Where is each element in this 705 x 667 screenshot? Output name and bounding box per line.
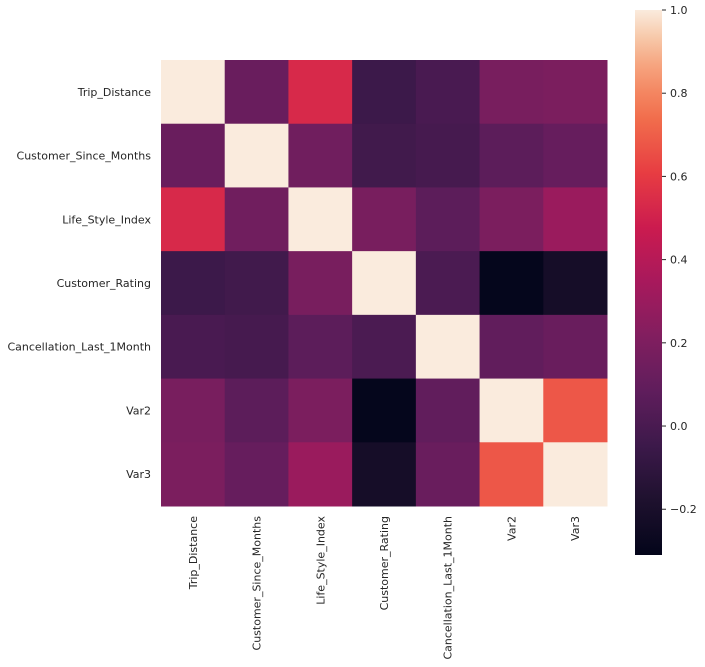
heatmap-cell-3-4 — [415, 251, 481, 316]
heatmap-cell-4-5 — [479, 314, 544, 380]
colorbar: −0.2 0.0 0.2 0.4 0.6 0.8 1.0 — [635, 4, 697, 555]
heatmap-cell-0-0 — [161, 60, 226, 125]
column-label: Life_Style_Index — [314, 516, 327, 605]
heatmap-cell-5-5 — [479, 378, 544, 443]
heatmap-cell-3-5 — [479, 251, 544, 316]
colorbar-tick-label: 0.0 — [670, 420, 688, 433]
heatmap-cell-4-2 — [288, 314, 353, 380]
heatmap-cell-6-0 — [161, 442, 226, 507]
row-labels: Trip_Distance Customer_Since_Months Life_S… — [7, 86, 151, 481]
row-label: Customer_Rating — [57, 277, 151, 290]
row-label: Var2 — [126, 404, 151, 417]
column-label: Var2 — [505, 516, 518, 541]
heatmap-cell-4-0 — [161, 314, 226, 380]
heatmap-cell-1-1 — [224, 123, 289, 188]
colorbar-tick-label: 0.8 — [670, 87, 688, 100]
heatmap-cell-0-6 — [543, 60, 608, 125]
heatmap-cell-4-3 — [352, 314, 417, 380]
heatmap-cell-3-2 — [288, 251, 353, 316]
heatmap-cell-1-6 — [543, 123, 608, 188]
heatmap-cell-2-6 — [543, 187, 608, 252]
column-label: Var3 — [569, 516, 582, 541]
colorbar-tick-label: 0.4 — [670, 254, 688, 267]
heatmap-cell-6-6 — [543, 442, 608, 507]
heatmap-cell-4-6 — [543, 314, 608, 380]
heatmap-cell-5-0 — [161, 378, 226, 443]
heatmap-cell-5-2 — [288, 378, 353, 443]
heatmap-cell-4-4 — [415, 314, 481, 380]
heatmap-cell-5-6 — [543, 378, 608, 443]
heatmap-cell-6-1 — [224, 442, 289, 507]
heatmap-cell-5-1 — [224, 378, 289, 443]
heatmap-cell-2-3 — [352, 187, 417, 252]
heatmap-cell-2-0 — [161, 187, 226, 252]
heatmap-cell-2-2 — [288, 187, 353, 252]
column-labels: Trip_Distance Customer_Since_Months Life_S… — [187, 516, 582, 660]
heatmap-cell-0-1 — [224, 60, 289, 125]
heatmap-cell-0-5 — [479, 60, 544, 125]
heatmap-cell-6-2 — [288, 442, 353, 507]
heatmap-cell-6-5 — [479, 442, 544, 507]
heatmap-cell-6-4 — [415, 442, 481, 507]
heatmap-cell-3-6 — [543, 251, 608, 316]
row-label: Var3 — [126, 468, 151, 481]
heatmap-cell-1-2 — [288, 123, 353, 188]
heatmap-cell-3-3 — [352, 251, 417, 316]
column-label: Customer_Rating — [378, 516, 391, 610]
heatmap-cell-2-1 — [224, 187, 289, 252]
heatmap-cell-1-0 — [161, 123, 226, 188]
row-label: Trip_Distance — [77, 86, 151, 99]
heatmap-cell-1-5 — [479, 123, 544, 188]
row-label: Life_Style_Index — [62, 213, 151, 226]
heatmap-cell-1-3 — [352, 123, 417, 188]
column-label: Customer_Since_Months — [251, 516, 264, 651]
heatmap-cell-0-3 — [352, 60, 417, 125]
colorbar-tick-label: 0.6 — [670, 170, 688, 183]
colorbar-tick-label: 0.2 — [670, 337, 688, 350]
heatmap-cell-4-1 — [224, 314, 289, 380]
column-label: Cancellation_Last_1Month — [442, 516, 455, 660]
row-label: Customer_Since_Months — [17, 150, 152, 163]
heatmap-cell-1-4 — [415, 123, 481, 188]
heatmap-cell-0-2 — [288, 60, 353, 125]
column-label: Trip_Distance — [187, 516, 200, 590]
colorbar-tick-label: 1.0 — [670, 4, 688, 17]
heatmap-cell-0-4 — [415, 60, 481, 125]
heatmap-cell-5-4 — [415, 378, 481, 443]
heatmap-cell-3-1 — [224, 251, 289, 316]
colorbar-tick-label: −0.2 — [670, 503, 697, 516]
heatmap-cell-3-0 — [161, 251, 226, 316]
heatmap-cell-2-4 — [415, 187, 481, 252]
colorbar-gradient — [635, 10, 662, 555]
heatmap-cells — [161, 60, 608, 507]
heatmap-cell-2-5 — [479, 187, 544, 252]
heatmap-cell-5-3 — [352, 378, 417, 443]
row-label: Cancellation_Last_1Month — [7, 341, 151, 354]
heatmap-cell-6-3 — [352, 442, 417, 507]
